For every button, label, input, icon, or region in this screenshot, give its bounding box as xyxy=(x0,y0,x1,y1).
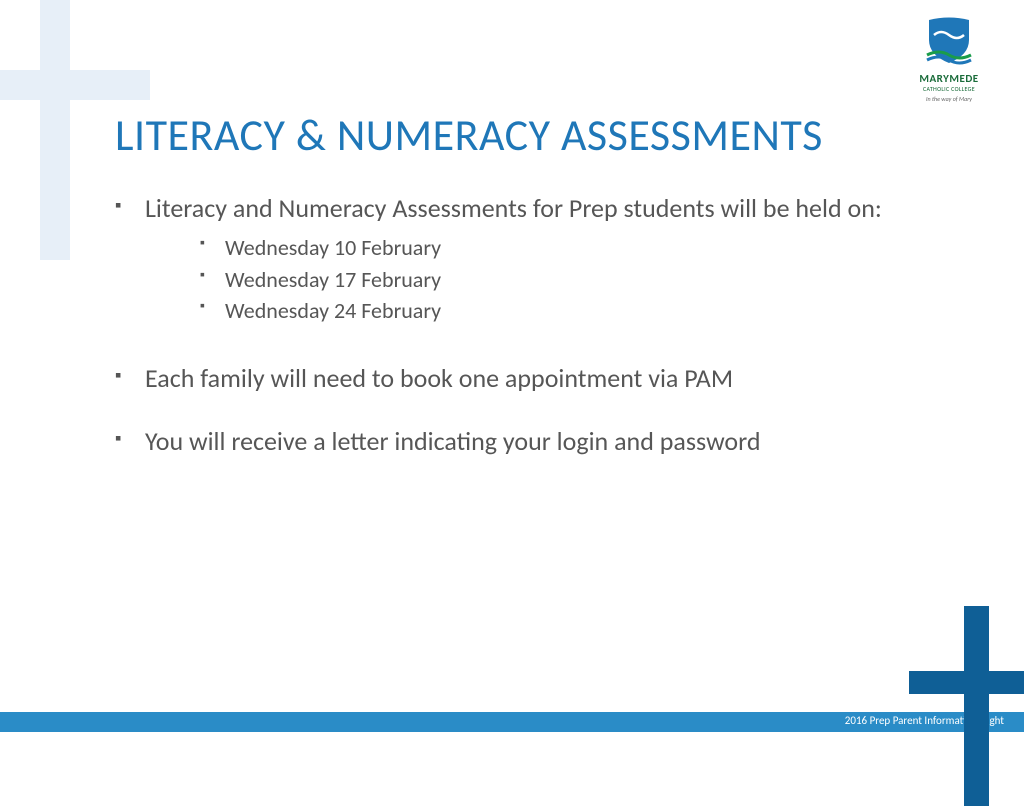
bullet-text: Each family will need to book one appoin… xyxy=(145,362,733,394)
sub-bullet-item: Wednesday 10 February xyxy=(200,232,964,264)
bullet-text: Literacy and Numeracy Assessments for Pr… xyxy=(145,192,882,224)
bullet-text: You will receive a letter indicating you… xyxy=(145,425,761,457)
sub-bullet-item: Wednesday 17 February xyxy=(200,264,964,296)
bullet-item: Each family will need to book one appoin… xyxy=(115,361,964,396)
footer-bar: 2016 Prep Parent Information Night xyxy=(0,712,1024,732)
sub-bullet-item: Wednesday 24 February xyxy=(200,295,964,327)
logo-name: MARYMEDE xyxy=(899,72,999,85)
sub-bullet-list: Wednesday 10 FebruaryWednesday 17 Februa… xyxy=(200,232,964,328)
slide-content: LITERACY & NUMERACY ASSESSMENTS Literacy… xyxy=(115,110,964,488)
logo-subline: CATHOLIC COLLEGE xyxy=(899,85,999,93)
decorative-cross-bottom-right xyxy=(909,606,1024,806)
slide-title: LITERACY & NUMERACY ASSESSMENTS xyxy=(115,110,964,161)
logo-shield-icon xyxy=(919,15,979,65)
bullet-item: Literacy and Numeracy Assessments for Pr… xyxy=(115,191,964,328)
logo-tagline: In the way of Mary xyxy=(899,95,999,103)
bullet-list: Literacy and Numeracy Assessments for Pr… xyxy=(115,191,964,460)
bullet-item: You will receive a letter indicating you… xyxy=(115,424,964,459)
school-logo: MARYMEDE CATHOLIC COLLEGE In the way of … xyxy=(899,15,999,103)
